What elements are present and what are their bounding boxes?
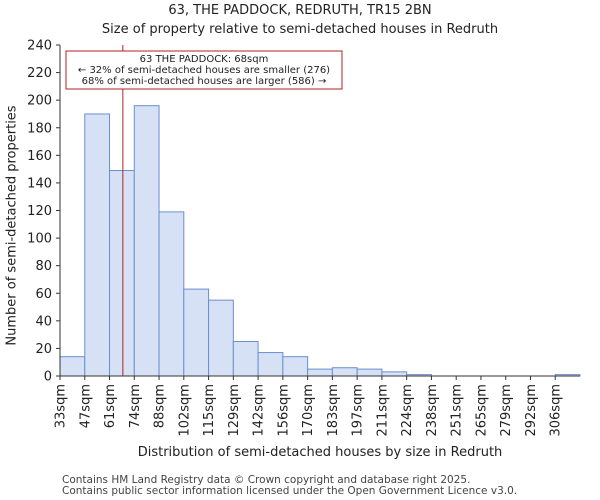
x-tick-label: 170sqm — [301, 384, 316, 437]
y-tick-label: 140 — [27, 176, 52, 191]
bar-61sqm — [109, 170, 135, 377]
x-tick-label: 224sqm — [400, 384, 415, 437]
y-tick-label: 200 — [27, 94, 52, 109]
bars-group — [59, 105, 581, 377]
annotation-line-2: ← 32% of semi-detached houses are smalle… — [78, 65, 330, 76]
y-tick-label: 0 — [44, 370, 52, 385]
y-tick-label: 60 — [35, 287, 52, 302]
y-tick-label: 120 — [27, 204, 52, 219]
bar-115sqm — [208, 299, 234, 377]
bar-33sqm — [59, 356, 86, 377]
y-tick-label: 160 — [27, 149, 52, 164]
bar-197sqm — [356, 368, 383, 377]
x-tick-label: 238sqm — [425, 384, 440, 437]
x-axis-ticks: 33sqm 47sqm 61sqm 74sqm 88sqm 102sqm 115sqm 129… — [54, 376, 564, 437]
y-axis-label: Number of semi-detached properties — [5, 105, 20, 345]
x-tick-label: 265sqm — [474, 384, 489, 437]
x-tick-label: 183sqm — [326, 384, 341, 437]
bar-102sqm — [183, 288, 210, 377]
axes — [59, 45, 580, 377]
bar-129sqm — [232, 341, 259, 377]
footer-line-1: Contains HM Land Registry data © Crown c… — [62, 474, 471, 486]
annotation-line-3: 68% of semi-detached houses are larger (… — [82, 76, 327, 87]
x-tick-label: 279sqm — [499, 384, 514, 437]
x-tick-label: 129sqm — [227, 384, 242, 437]
x-tick-label: 61sqm — [103, 384, 118, 428]
x-tick-label: 251sqm — [450, 384, 465, 437]
y-tick-label: 180 — [27, 121, 52, 136]
y-tick-label: 220 — [27, 66, 52, 81]
bar-88sqm — [158, 211, 185, 377]
chart-subtitle: Size of property relative to semi-detach… — [101, 22, 499, 37]
y-axis-ticks: 0 20 40 60 80 100 120 140 160 180 200 220 240 — [27, 39, 60, 385]
annotation-line-1: 63 THE PADDOCK: 68sqm — [140, 54, 269, 65]
y-tick-label: 40 — [35, 314, 52, 329]
x-tick-label: 102sqm — [177, 384, 192, 437]
x-tick-label: 33sqm — [54, 384, 69, 428]
x-tick-label: 197sqm — [351, 384, 366, 437]
annotation-box: 63 THE PADDOCK: 68sqm ← 32% of semi-deta… — [65, 50, 343, 90]
x-tick-label: 74sqm — [128, 384, 143, 428]
annotation-rect — [65, 50, 343, 90]
x-tick-label: 211sqm — [375, 384, 390, 437]
x-tick-label: 142sqm — [252, 384, 267, 437]
bar-183sqm — [331, 367, 358, 377]
y-tick-label: 80 — [35, 259, 52, 274]
bar-156sqm — [282, 356, 309, 377]
x-tick-label: 115sqm — [202, 384, 217, 437]
x-tick-label: 306sqm — [549, 384, 564, 437]
x-tick-label: 88sqm — [153, 384, 168, 428]
bar-211sqm — [381, 371, 408, 377]
footer-line-2: Contains public sector information licen… — [62, 485, 518, 497]
x-tick-label: 156sqm — [276, 384, 291, 437]
bar-170sqm — [307, 368, 333, 377]
y-tick-label: 240 — [27, 39, 52, 54]
bar-47sqm — [84, 113, 111, 377]
x-axis-label: Distribution of semi-detached houses by … — [138, 445, 503, 460]
bar-74sqm — [133, 105, 160, 377]
bar-142sqm — [257, 352, 284, 377]
y-tick-label: 100 — [27, 232, 52, 247]
y-tick-label: 20 — [35, 342, 52, 357]
x-tick-label: 47sqm — [78, 384, 93, 428]
chart-title: 63, THE PADDOCK, REDRUTH, TR15 2BN — [168, 3, 432, 18]
x-tick-label: 292sqm — [524, 384, 539, 437]
